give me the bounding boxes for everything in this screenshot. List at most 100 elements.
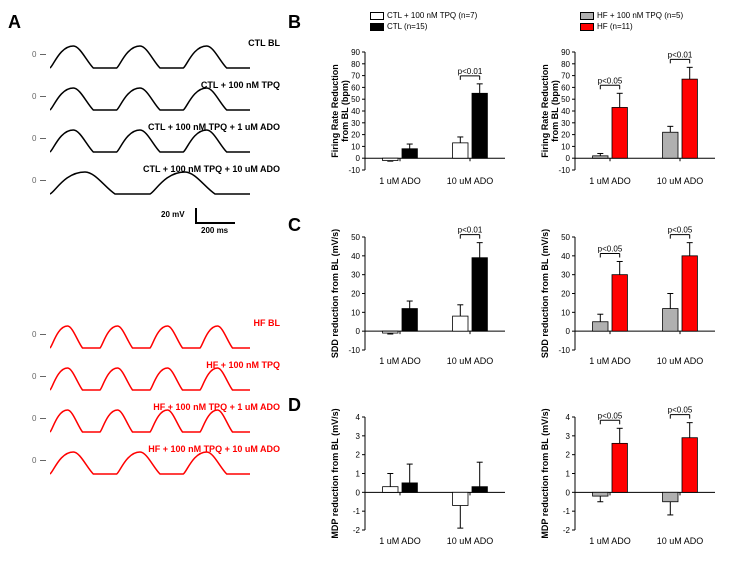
svg-text:10: 10 <box>351 142 360 151</box>
svg-text:90: 90 <box>351 48 360 57</box>
svg-text:p<0.05: p<0.05 <box>668 406 693 415</box>
svg-text:0: 0 <box>566 327 571 336</box>
hf-trace-2: 0HF + 100 nM TPQ + 1 uM ADO <box>50 404 280 444</box>
chart-d-ctl: -2 -1 0 1 2 3 4 MDP reduction from BL (mV/s) 1 u… <box>330 405 510 560</box>
svg-text:50: 50 <box>351 95 360 104</box>
ctl-trace-0: 0CTL BL <box>50 40 280 80</box>
svg-text:-1: -1 <box>563 507 571 516</box>
svg-text:50: 50 <box>561 233 570 242</box>
svg-text:-1: -1 <box>353 507 361 516</box>
svg-text:10: 10 <box>561 142 570 151</box>
svg-text:3: 3 <box>566 432 571 441</box>
svg-text:80: 80 <box>561 60 570 69</box>
svg-text:-10: -10 <box>348 346 360 355</box>
svg-text:SDD reduction from BL (mV/s): SDD reduction from BL (mV/s) <box>330 229 340 358</box>
svg-text:MDP reduction from BL (mV/s): MDP reduction from BL (mV/s) <box>330 408 340 538</box>
panel-label-c: C <box>288 215 301 236</box>
svg-text:Firing Rate Reduction: Firing Rate Reduction <box>330 64 340 158</box>
svg-text:50: 50 <box>351 233 360 242</box>
svg-text:0: 0 <box>356 488 361 497</box>
svg-text:-10: -10 <box>558 166 570 175</box>
panel-label-a: A <box>8 12 21 33</box>
svg-text:40: 40 <box>561 107 570 116</box>
svg-text:10 uM ADO: 10 uM ADO <box>657 536 704 546</box>
legend-hf: HF + 100 nM TPQ (n=5) HF (n=11) <box>580 10 683 32</box>
svg-text:10 uM ADO: 10 uM ADO <box>447 536 494 546</box>
svg-text:p<0.05: p<0.05 <box>668 226 693 235</box>
svg-text:30: 30 <box>351 119 360 128</box>
svg-text:0: 0 <box>566 488 571 497</box>
svg-text:10: 10 <box>351 308 360 317</box>
scalebar: 20 mV 200 ms <box>195 208 255 238</box>
svg-text:-2: -2 <box>563 526 571 535</box>
svg-text:-10: -10 <box>348 166 360 175</box>
svg-text:10 uM ADO: 10 uM ADO <box>657 356 704 366</box>
svg-text:10: 10 <box>561 308 570 317</box>
ctl-trace-3: 0CTL + 100 nM TPQ + 10 uM ADO <box>50 166 280 206</box>
svg-text:p<0.01: p<0.01 <box>458 67 483 76</box>
svg-text:20: 20 <box>561 290 570 299</box>
chart-c-ctl: -10 0 10 20 30 40 50 SDD reduction from BL (mV/… <box>330 225 510 380</box>
hf-trace-0: 0HF BL <box>50 320 280 360</box>
hf-trace-1: 0HF + 100 nM TPQ <box>50 362 280 402</box>
svg-text:p<0.05: p<0.05 <box>598 76 623 85</box>
panel-label-b: B <box>288 12 301 33</box>
svg-text:-2: -2 <box>353 526 361 535</box>
svg-text:20: 20 <box>351 290 360 299</box>
svg-text:p<0.01: p<0.01 <box>458 226 483 235</box>
svg-text:50: 50 <box>561 95 570 104</box>
svg-text:4: 4 <box>356 413 361 422</box>
svg-text:1 uM ADO: 1 uM ADO <box>589 356 631 366</box>
svg-text:80: 80 <box>351 60 360 69</box>
svg-text:p<0.01: p<0.01 <box>668 50 693 59</box>
svg-text:-10: -10 <box>558 346 570 355</box>
svg-text:10 uM ADO: 10 uM ADO <box>447 176 494 186</box>
hf-trace-3: 0HF + 100 nM TPQ + 10 uM ADO <box>50 446 280 486</box>
svg-text:1: 1 <box>356 470 361 479</box>
chart-c-hf: -10 0 10 20 30 40 50 SDD reduction from BL (mV/… <box>540 225 720 380</box>
legend-ctl: CTL + 100 nM TPQ (n=7) CTL (n=15) <box>370 10 477 32</box>
ctl-trace-1: 0CTL + 100 nM TPQ <box>50 82 280 122</box>
svg-text:0: 0 <box>566 154 571 163</box>
svg-text:30: 30 <box>351 271 360 280</box>
svg-text:from BL (bpm): from BL (bpm) <box>340 80 350 142</box>
chart-b-ctl: -10 0 10 20 30 40 50 60 70 80 90 Firing Rate Reduct… <box>330 40 510 200</box>
svg-text:20: 20 <box>561 131 570 140</box>
svg-text:2: 2 <box>566 451 571 460</box>
svg-text:4: 4 <box>566 413 571 422</box>
svg-text:70: 70 <box>351 72 360 81</box>
svg-text:1 uM ADO: 1 uM ADO <box>379 356 421 366</box>
svg-text:1 uM ADO: 1 uM ADO <box>379 176 421 186</box>
svg-text:40: 40 <box>561 252 570 261</box>
svg-text:1 uM ADO: 1 uM ADO <box>589 176 631 186</box>
svg-text:Firing Rate Reduction: Firing Rate Reduction <box>540 64 550 158</box>
svg-text:1: 1 <box>566 470 571 479</box>
svg-text:SDD reduction from BL (mV/s): SDD reduction from BL (mV/s) <box>540 229 550 358</box>
svg-text:10 uM ADO: 10 uM ADO <box>447 356 494 366</box>
ctl-trace-2: 0CTL + 100 nM TPQ + 1 uM ADO <box>50 124 280 164</box>
svg-text:90: 90 <box>561 48 570 57</box>
svg-text:30: 30 <box>561 119 570 128</box>
svg-text:1 uM ADO: 1 uM ADO <box>589 536 631 546</box>
svg-text:from BL (bpm): from BL (bpm) <box>550 80 560 142</box>
svg-text:MDP reduction from BL (mV/s): MDP reduction from BL (mV/s) <box>540 408 550 538</box>
svg-text:70: 70 <box>561 72 570 81</box>
svg-text:20: 20 <box>351 131 360 140</box>
svg-text:40: 40 <box>351 107 360 116</box>
svg-text:60: 60 <box>561 83 570 92</box>
svg-text:3: 3 <box>356 432 361 441</box>
panel-label-d: D <box>288 395 301 416</box>
svg-text:p<0.05: p<0.05 <box>598 411 623 420</box>
svg-text:10 uM ADO: 10 uM ADO <box>657 176 704 186</box>
svg-text:2: 2 <box>356 451 361 460</box>
svg-text:1 uM ADO: 1 uM ADO <box>379 536 421 546</box>
svg-text:0: 0 <box>356 154 361 163</box>
ctl-trace-group: 0CTL BL 0CTL + 100 nM TPQ 0CTL + 100 nM … <box>50 40 280 208</box>
chart-b-hf: -10 0 10 20 30 40 50 60 70 80 90 Firing Rate Reduct… <box>540 40 720 200</box>
svg-text:p<0.05: p<0.05 <box>598 244 623 253</box>
svg-text:60: 60 <box>351 83 360 92</box>
chart-d-hf: -2 -1 0 1 2 3 4 MDP reduction from BL (mV/s) 1 u… <box>540 405 720 560</box>
svg-text:0: 0 <box>356 327 361 336</box>
svg-text:40: 40 <box>351 252 360 261</box>
svg-text:30: 30 <box>561 271 570 280</box>
